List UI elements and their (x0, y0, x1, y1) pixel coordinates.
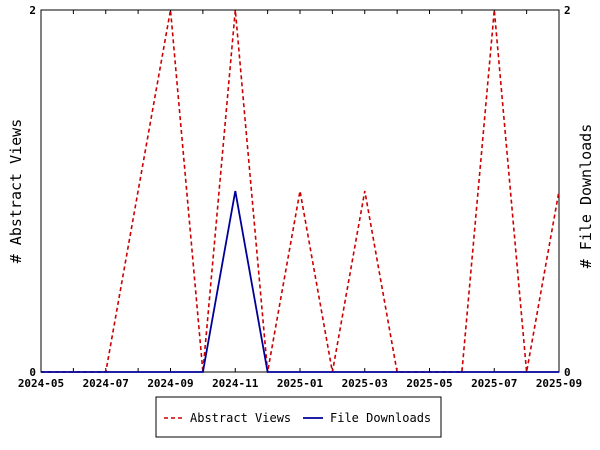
plot-frame (40, 9, 560, 373)
y-tick-label: 2 (29, 4, 36, 17)
x-tick-label: 2024-09 (147, 377, 193, 390)
x-tick-label: 2025-05 (406, 377, 452, 390)
tick-labels: 2024-05 2024-07 2024-09 2024-11 2025-01 2025-… (18, 4, 582, 390)
y-tick-label: 0 (29, 366, 36, 379)
x-tick-label: 2025-09 (536, 377, 582, 390)
series-line-abstract-views (41, 9, 560, 373)
x-tick-label: 2025-07 (471, 377, 517, 390)
y2-tick-label: 0 (564, 366, 571, 379)
x-tick-label: 2024-07 (83, 377, 129, 390)
x-tick-label: 2024-05 (18, 377, 64, 390)
series-lines (41, 9, 560, 373)
legend-box (155, 396, 442, 438)
legend-label-abstract-views: Abstract Views (190, 411, 291, 425)
series-line-file-downloads (41, 190, 559, 373)
legend: Abstract Views File Downloads (155, 396, 442, 438)
y-axis-title: # Abstract Views (7, 119, 25, 264)
y2-tick-label: 2 (564, 4, 571, 17)
axes (40, 9, 560, 373)
x-tick-label: 2025-01 (277, 377, 324, 390)
legend-label-file-downloads: File Downloads (330, 411, 431, 425)
x-tick-label: 2024-11 (212, 377, 259, 390)
y2-axis-title: # File Downloads (577, 124, 595, 269)
x-tick-label: 2025-03 (342, 377, 388, 390)
